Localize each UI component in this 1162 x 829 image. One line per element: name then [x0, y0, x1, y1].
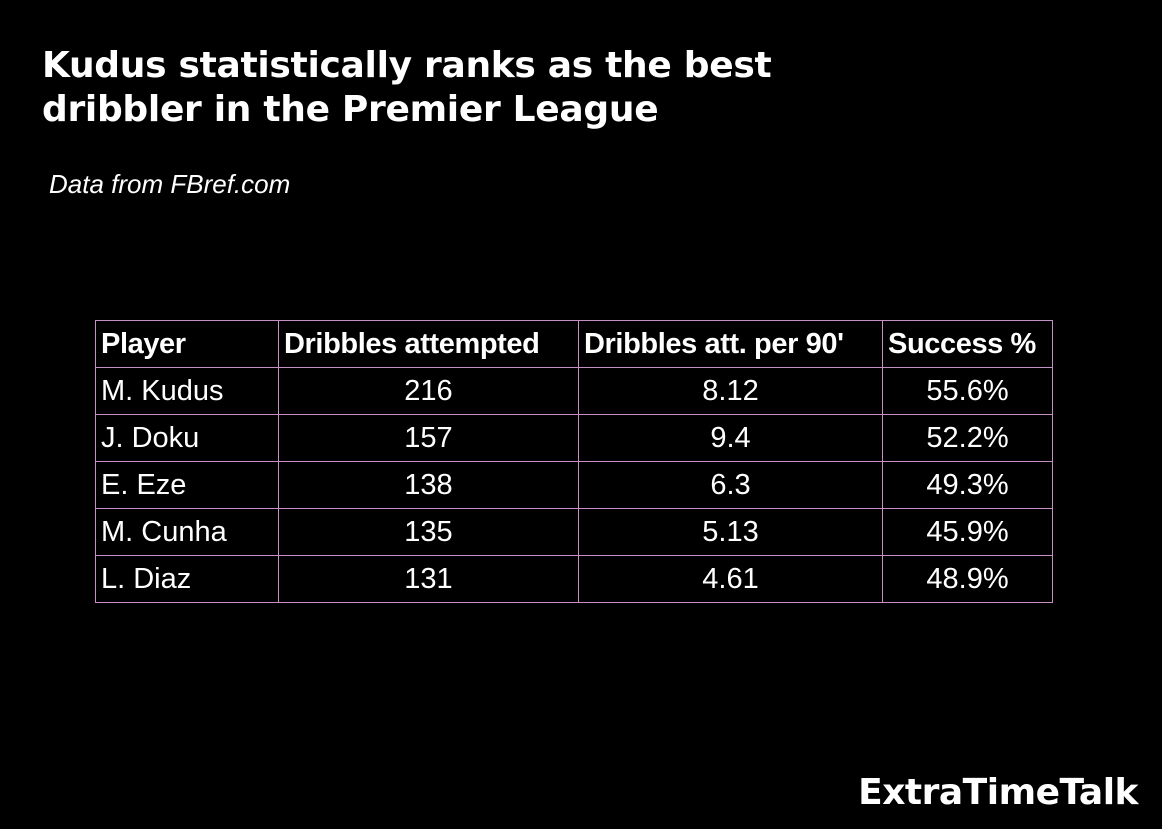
dribbles-per-90-cell: 4.61	[578, 555, 883, 603]
chart-subtitle: Data from FBref.com	[49, 169, 291, 199]
dribbles-attempted-cell: 135	[278, 508, 579, 556]
success-percent-cell: 45.9%	[882, 508, 1053, 556]
table-row: L. Diaz 131 4.61 48.9%	[95, 555, 1053, 603]
player-name-cell: M. Kudus	[95, 367, 279, 415]
player-name-cell: E. Eze	[95, 461, 279, 509]
player-name-cell: J. Doku	[95, 414, 279, 462]
dribbles-attempted-cell: 131	[278, 555, 579, 603]
table-row: M. Kudus 216 8.12 55.6%	[95, 367, 1053, 415]
dribbles-attempted-cell: 216	[278, 367, 579, 415]
success-percent-cell: 55.6%	[882, 367, 1053, 415]
dribbles-per-90-cell: 9.4	[578, 414, 883, 462]
table-row: M. Cunha 135 5.13 45.9%	[95, 508, 1053, 556]
table-row: E. Eze 138 6.3 49.3%	[95, 461, 1053, 509]
dribbles-per-90-cell: 5.13	[578, 508, 883, 556]
success-percent-cell: 52.2%	[882, 414, 1053, 462]
column-header-player: Player	[95, 320, 279, 368]
success-percent-cell: 49.3%	[882, 461, 1053, 509]
success-percent-cell: 48.9%	[882, 555, 1053, 603]
player-name-cell: L. Diaz	[95, 555, 279, 603]
dribbles-per-90-cell: 6.3	[578, 461, 883, 509]
table-header-row: Player Dribbles attempted Dribbles att. …	[95, 320, 1053, 368]
dribbles-attempted-cell: 138	[278, 461, 579, 509]
chart-title-line-2: dribbler in the Premier League	[42, 89, 659, 130]
stats-table: Player Dribbles attempted Dribbles att. …	[95, 320, 1053, 603]
table-row: J. Doku 157 9.4 52.2%	[95, 414, 1053, 462]
column-header-success-percent: Success %	[882, 320, 1053, 368]
brand-watermark: ExtraTimeTalk	[858, 772, 1138, 813]
column-header-dribbles-per-90: Dribbles att. per 90'	[578, 320, 883, 368]
chart-title: Kudus statistically ranks as the best dr…	[42, 44, 942, 132]
column-header-dribbles-attempted: Dribbles attempted	[278, 320, 579, 368]
dribbles-per-90-cell: 8.12	[578, 367, 883, 415]
dribbles-attempted-cell: 157	[278, 414, 579, 462]
chart-title-line-1: Kudus statistically ranks as the best	[42, 45, 772, 86]
player-name-cell: M. Cunha	[95, 508, 279, 556]
